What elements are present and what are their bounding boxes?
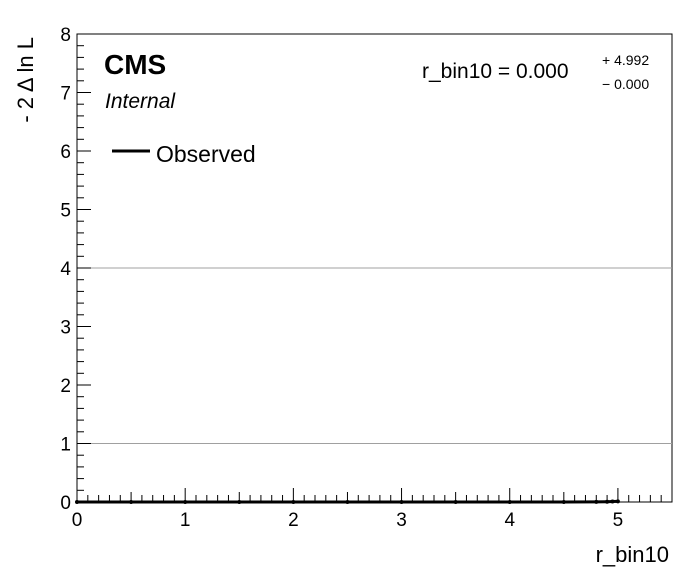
data-point [615,499,620,504]
data-point [291,500,296,504]
data-point [561,500,566,504]
result-text: r_bin10 = 0.000 [422,60,569,83]
x-minor-ticks [76,488,673,502]
legend-label-observed: Observed [156,141,256,167]
x-tick-label: 2 [288,510,299,531]
data-point [345,500,350,504]
data-point [610,499,615,504]
error-down: − 0.000 [602,76,649,92]
y-tick-label: 2 [60,376,71,397]
y-tick-label: 0 [60,493,71,514]
data-point [183,500,188,504]
data-point [507,500,512,504]
series-layer [75,499,620,504]
x-tick-label: 5 [613,510,624,531]
x-tick-label: 0 [72,510,83,531]
data-point [453,500,458,504]
y-tick-label: 5 [60,201,71,222]
y-axis: 0 1 2 3 4 5 6 7 8 [60,25,71,514]
x-axis: 0 1 2 3 4 5 [72,510,623,531]
reference-lines [77,267,672,444]
data-point [237,500,242,504]
y-tick-label: 1 [60,435,71,456]
experiment-label: CMS [104,49,166,80]
x-tick-label: 3 [396,510,407,531]
y-minor-ticks [77,33,91,503]
y-tick-label: 6 [60,142,71,163]
x-tick-label: 1 [180,510,191,531]
x-axis-label: r_bin10 [596,542,669,567]
status-label: Internal [105,90,176,113]
x-tick-label: 4 [504,510,515,531]
y-tick-label: 8 [60,25,71,46]
data-point [594,499,599,504]
y-axis-label: - 2 Δ ln L [13,37,38,123]
data-point [399,500,404,504]
y-tick-label: 3 [60,318,71,339]
data-point [605,499,610,504]
data-point [75,500,79,504]
y-tick-label: 4 [60,259,71,280]
data-point [129,500,134,504]
error-up: + 4.992 [602,52,649,68]
y-tick-label: 7 [60,84,71,105]
